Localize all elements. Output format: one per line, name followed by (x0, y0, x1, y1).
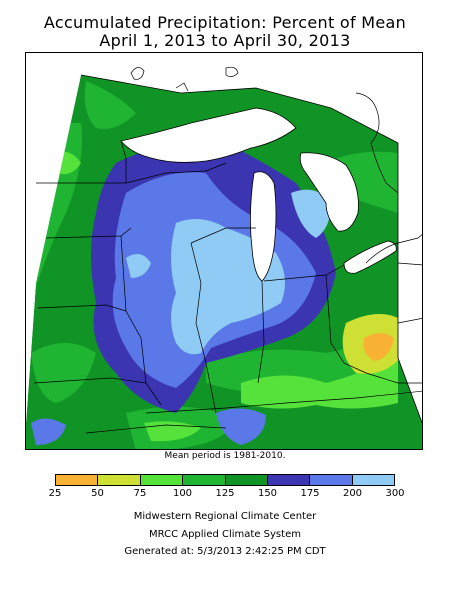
lake-superior (120, 107, 297, 163)
legend-swatch (310, 475, 353, 485)
legend-swatch (352, 475, 394, 485)
lake-huron (299, 152, 359, 232)
legend-tick: 175 (300, 488, 320, 499)
legend-tick: 125 (215, 488, 235, 499)
legend-swatch (267, 475, 311, 485)
legend-swatch (183, 475, 226, 485)
legend-tick: 50 (91, 488, 104, 499)
footer-generated: Generated at: 5/3/2013 2:42:25 PM CDT (124, 546, 326, 557)
map-title: Accumulated Precipitation: Percent of Me… (43, 13, 407, 32)
legend-swatch (140, 475, 184, 485)
legend-tick: 25 (48, 488, 62, 499)
legend-swatch (56, 475, 99, 485)
precipitation-map-graphic (26, 53, 422, 449)
legend-tick: 100 (172, 488, 193, 499)
coastlines (130, 66, 422, 264)
legend-tick: 150 (257, 488, 278, 499)
mean-period-note: Mean period is 1981-2010. (164, 451, 286, 461)
footer-organization: Midwestern Regional Climate Center (133, 511, 317, 522)
color-legend (55, 474, 395, 486)
legend-tick: 300 (385, 488, 405, 499)
legend-tick: 75 (133, 488, 147, 499)
state-boundaries (33, 140, 422, 434)
footer-system: MRCC Applied Climate System (149, 529, 301, 540)
legend-tick: 200 (342, 488, 363, 499)
lake-michigan (250, 171, 277, 282)
map-date-range: April 1, 2013 to April 30, 2013 (99, 31, 351, 50)
precipitation-map (25, 52, 423, 450)
legend-swatch (225, 475, 268, 485)
legend-swatch (98, 475, 141, 485)
